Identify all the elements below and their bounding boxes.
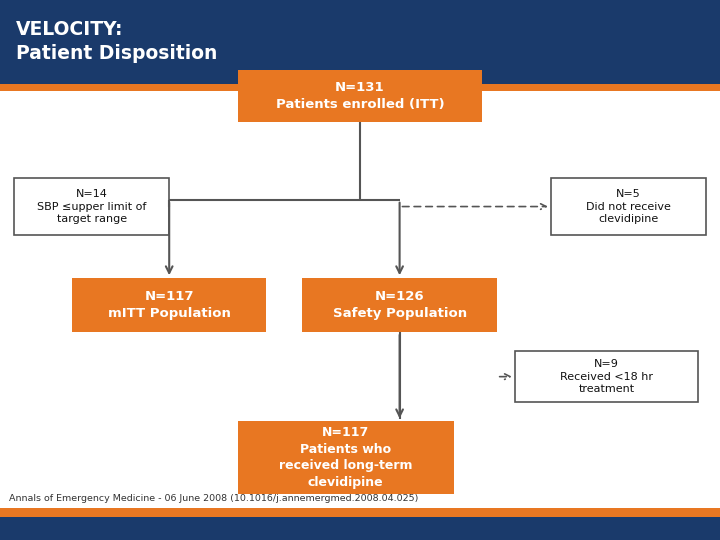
Text: N=5
Did not receive
clevidipine: N=5 Did not receive clevidipine xyxy=(586,189,670,224)
Text: N=126
Safety Population: N=126 Safety Population xyxy=(333,291,467,320)
Bar xyxy=(0,517,720,540)
Bar xyxy=(238,421,454,494)
Bar xyxy=(72,278,266,332)
Bar xyxy=(515,351,698,402)
Text: N=117
mITT Population: N=117 mITT Population xyxy=(108,291,230,320)
Bar xyxy=(0,0,720,84)
Text: N=117
Patients who
received long-term
clevidipine: N=117 Patients who received long-term cl… xyxy=(279,427,413,489)
Text: N=9
Received <18 hr
treatment: N=9 Received <18 hr treatment xyxy=(560,359,653,394)
Bar xyxy=(551,178,706,235)
Bar xyxy=(0,508,720,517)
Text: Annals of Emergency Medicine - 06 June 2008 (10.1016/j.annemergmed.2008.04.025): Annals of Emergency Medicine - 06 June 2… xyxy=(9,494,418,503)
Text: N=14
SBP ≤upper limit of
target range: N=14 SBP ≤upper limit of target range xyxy=(37,189,146,224)
Bar xyxy=(302,278,497,332)
Bar xyxy=(0,84,720,91)
Text: VELOCITY:
Patient Disposition: VELOCITY: Patient Disposition xyxy=(16,20,217,64)
Text: N=131
Patients enrolled (ITT): N=131 Patients enrolled (ITT) xyxy=(276,81,444,111)
Bar xyxy=(238,70,482,122)
Bar xyxy=(14,178,169,235)
